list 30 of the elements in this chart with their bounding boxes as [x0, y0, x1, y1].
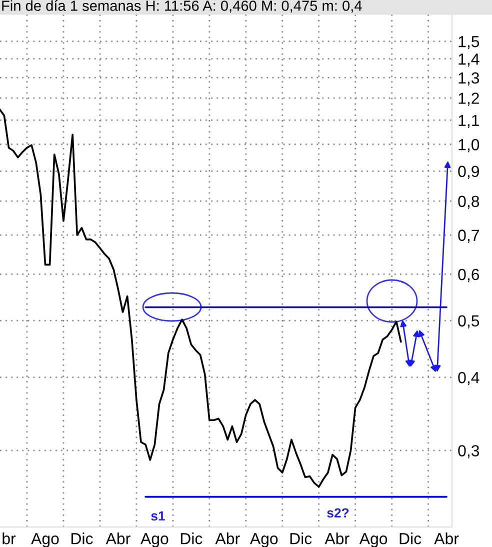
- y-tick-label: 1,0: [458, 139, 480, 152]
- y-tick-label: 1,4: [458, 54, 480, 67]
- x-tick-label: Dic: [71, 532, 93, 544]
- y-tick-label: 1,3: [458, 72, 480, 86]
- x-tick-label: Abr: [324, 532, 350, 544]
- chart-title: Fin de día 1 semanas H: 11:56 A: 0,460 M: 0,475 m: 0,4: [2, 0, 362, 13]
- y-tick-label: 0,4: [458, 372, 480, 386]
- x-tick-label: Abr: [215, 532, 240, 544]
- x-tick-label: Dic: [400, 532, 422, 544]
- y-tick-label: 1,5: [458, 36, 480, 50]
- y-tick-label: 0,9: [458, 166, 479, 179]
- x-tick-label: Ago: [140, 533, 168, 547]
- y-tick-label: 1,1: [458, 114, 479, 128]
- y-tick-label: 0,8: [458, 196, 480, 209]
- line-series: [0, 108, 402, 488]
- y-tick-label: 0,3: [458, 445, 480, 458]
- annotation: s2?: [327, 508, 349, 518]
- annotation: s1: [151, 511, 165, 521]
- x-tick-label: Ago: [31, 533, 59, 547]
- x-tick-label: br: [2, 532, 16, 544]
- x-tick-label: Ago: [359, 533, 388, 547]
- x-tick-label: Ago: [250, 533, 278, 547]
- y-tick-label: 0,7: [458, 230, 479, 243]
- x-tick-label: Abr: [106, 532, 130, 544]
- y-tick-label: 0,5: [458, 315, 480, 328]
- x-tick-label: Dic: [180, 532, 202, 544]
- y-tick-label: 0,6: [458, 268, 480, 282]
- x-tick-label: Dic: [290, 532, 312, 544]
- x-tick-label: Abr: [434, 532, 459, 544]
- y-tick-label: 1,2: [458, 92, 479, 106]
